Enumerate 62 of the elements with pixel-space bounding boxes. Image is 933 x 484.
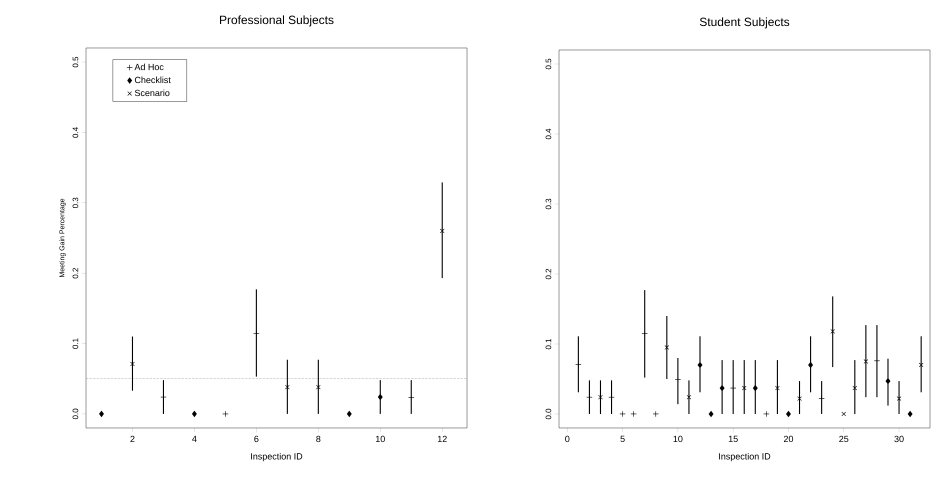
- chart-title: Professional Subjects: [220, 15, 334, 26]
- x-tick-label: 15: [728, 436, 738, 442]
- x-tick-label: 2: [130, 436, 135, 442]
- point: [630, 410, 637, 418]
- point: [852, 386, 858, 390]
- x-tick-label: 6: [254, 436, 258, 442]
- point: [130, 362, 135, 366]
- point: [720, 384, 725, 392]
- point: [918, 362, 924, 368]
- point: [253, 330, 260, 337]
- point: [575, 361, 582, 368]
- x-tick-label: 20: [784, 436, 794, 442]
- point: [763, 410, 770, 418]
- point: [440, 228, 445, 234]
- legend-label: Ad Hoc: [134, 64, 164, 70]
- point: [775, 386, 780, 390]
- point: [642, 330, 648, 337]
- point: [786, 410, 791, 418]
- point: [316, 384, 321, 390]
- point: [586, 394, 593, 400]
- point: [864, 359, 868, 364]
- x-axis-title: Inspection ID: [719, 452, 770, 462]
- point: [808, 362, 813, 368]
- x-tick-label: 0: [565, 436, 570, 442]
- point: [797, 396, 802, 401]
- point: [874, 358, 880, 364]
- x-tick-label: 8: [316, 436, 320, 442]
- legend-label: Scenario: [134, 90, 170, 96]
- legend-label: Checklist: [134, 76, 171, 84]
- point: [192, 410, 197, 417]
- point: [886, 378, 890, 384]
- point: [408, 394, 414, 401]
- point: [841, 412, 846, 416]
- point: [708, 410, 714, 418]
- point: [830, 329, 835, 334]
- x-tick-label: 4: [192, 436, 197, 442]
- point: [674, 376, 681, 383]
- point: [99, 410, 104, 417]
- point: [730, 384, 736, 392]
- point: [285, 384, 290, 390]
- point: [698, 362, 702, 368]
- point: [664, 345, 670, 350]
- chart-title: Student Subjects: [700, 17, 790, 28]
- point: [818, 395, 825, 402]
- point: [598, 394, 603, 400]
- point: [752, 384, 758, 392]
- x-tick-label: 30: [894, 436, 904, 442]
- point: [686, 394, 692, 400]
- x-tick-label: 10: [376, 436, 385, 442]
- point: [652, 410, 659, 418]
- point: [346, 410, 352, 417]
- point: [742, 386, 747, 390]
- point: [896, 396, 902, 401]
- x-tick-label: 25: [839, 436, 848, 442]
- point: [222, 410, 228, 417]
- point: [908, 410, 912, 418]
- x-tick-label: 12: [438, 436, 447, 442]
- point: [620, 410, 626, 418]
- x-tick-label: 10: [674, 436, 683, 442]
- point: [378, 394, 383, 400]
- x-tick-label: 5: [620, 436, 625, 442]
- x-axis-title: Inspection ID: [251, 452, 302, 462]
